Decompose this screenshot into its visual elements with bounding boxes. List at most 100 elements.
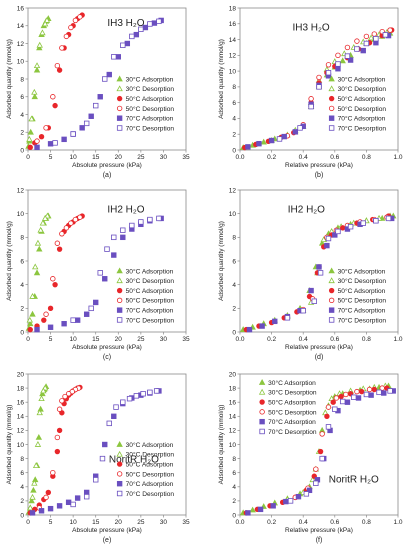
legend-label: 70°C Desorption [126,316,175,324]
legend-label: 30°C Adsorption [126,441,174,449]
data-point [347,223,354,230]
x-axis-label: Relative pressure (kPa) [285,344,353,351]
y-tick-label: 0 [232,512,236,519]
y-axis-label: Adsorbed quantity (mmol/g) [218,39,225,119]
legend-marker [116,480,123,487]
series-50-c-desorption [43,214,83,317]
data-point [306,487,313,494]
y-tick-label: 6 [20,258,24,265]
y-tick-label: 16 [17,400,25,407]
data-point [93,477,99,483]
legend-marker [116,297,123,304]
data-point [153,388,160,394]
y-tick-label: 0 [232,147,236,154]
data-point [88,113,94,119]
data-point [111,54,117,60]
y-tick-label: 8 [232,235,236,242]
data-point [47,305,54,312]
data-point [332,406,338,412]
data-point [27,320,34,327]
x-tick-label: 35 [182,154,190,161]
chart-title: IH3 H₂O [107,18,144,29]
y-tick-label: 8 [232,456,236,463]
data-point [147,389,153,396]
data-point [360,47,366,54]
data-point [50,94,56,100]
y-tick-label: 18 [229,385,237,392]
y-tick-label: 2 [20,306,24,313]
legend-label: 70°C Desorption [126,124,175,132]
data-point [83,311,90,317]
data-point [317,448,324,455]
data-point [126,395,133,402]
data-point [52,281,58,288]
legend-label: 50°C Desorption [126,297,175,305]
x-axis-label: Relative pressure (kPa) [285,162,353,169]
y-tick-label: 8 [20,235,24,242]
y-tick-label: 18 [229,5,237,12]
data-point [47,324,54,330]
data-point [287,498,294,504]
legend-marker [328,125,335,131]
chart-panel-2: 0.0 0.2 0.4 0.6 0.8 1.0 0 2 4 6 8 10 12 14 16 18 Relativ… [218,5,403,179]
data-point [26,135,33,142]
data-point [28,115,35,122]
data-point [308,96,314,102]
data-point [120,227,126,233]
data-point [61,321,67,327]
data-point [115,54,121,60]
x-axis-label: Absolute pressure (kPa) [72,162,142,169]
legend-marker [259,428,265,435]
legend-label: 50°C Adsorption [338,287,386,295]
y-tick-label: 18 [17,385,25,392]
data-point [38,395,45,402]
data-point [151,20,158,26]
x-tick-label: 0.8 [362,336,371,343]
series-70-c-desorption [276,32,389,142]
data-point [56,427,63,434]
y-tick-label: 10 [17,59,25,66]
legend-label: 70°C Adsorption [338,307,386,315]
chart-title: IH3 H₂O [292,22,329,33]
series-30-c-adsorption [25,383,50,515]
data-point [77,214,83,220]
data-point [52,102,58,109]
legend-label: 70°C Adsorption [338,115,386,123]
data-point [335,66,341,72]
x-tick-label: 0.0 [235,336,244,343]
x-tick-label: 5 [49,154,53,161]
legend-marker [116,105,123,112]
data-point [363,40,370,47]
legend-label: 70°C Adsorption [126,307,174,315]
y-tick-label: 20 [17,371,25,378]
data-point [140,391,146,397]
data-point [111,234,117,241]
y-tick-label: 4 [232,116,236,123]
y-tick-label: 2 [232,132,236,139]
data-point [120,234,126,241]
data-point [54,448,61,455]
series-30-c-desorption [27,384,49,511]
data-point [313,466,319,472]
data-point [45,489,52,496]
data-point [344,399,351,405]
series-70-c-desorption [70,215,162,323]
data-point [70,131,76,137]
legend-label: 70°C Desorption [338,124,387,132]
legend-marker [328,287,335,294]
data-point [330,399,336,405]
data-point [256,140,262,147]
data-point [316,84,322,90]
data-point [332,232,338,238]
data-point [83,120,90,127]
data-point [260,138,267,145]
legend-label: 50°C Adsorption [126,461,174,469]
data-point [56,503,63,509]
y-axis-label: Adsorbed quantity (mmol/g) [6,405,13,485]
data-point [106,71,112,78]
x-tick-label: 0.6 [330,336,339,343]
x-tick-label: 25 [137,154,145,161]
legend-marker [328,277,335,284]
